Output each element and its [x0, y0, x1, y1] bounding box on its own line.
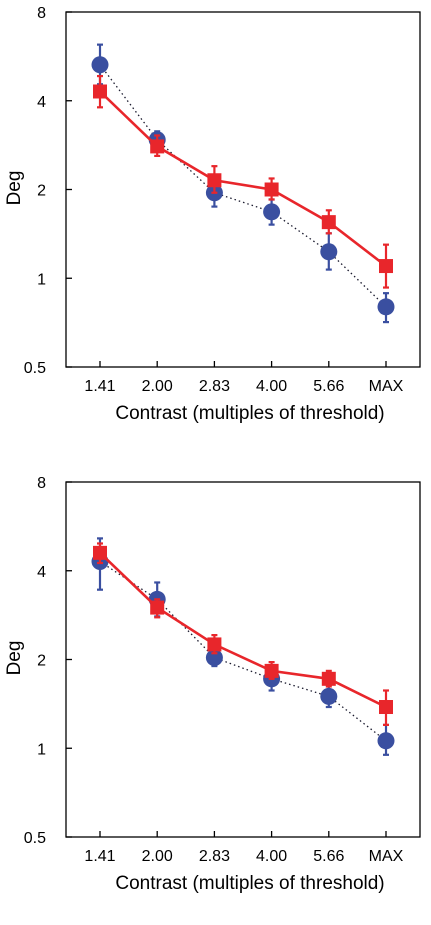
- x-tick-label: 1.41: [84, 848, 115, 865]
- y-axis-label: Deg: [4, 171, 25, 206]
- data-point-circle: [377, 732, 395, 750]
- x-tick-label: 5.66: [313, 378, 344, 395]
- data-point-circle: [91, 56, 109, 74]
- series-line: [99, 64, 387, 308]
- data-point-circle: [320, 243, 338, 261]
- data-point-circle: [263, 203, 281, 221]
- x-tick-label: 2.83: [199, 848, 230, 865]
- plot-frame: [65, 481, 421, 838]
- data-point-square: [150, 139, 165, 154]
- x-tick-label: MAX: [369, 848, 404, 865]
- x-tick-label: 4.00: [256, 848, 287, 865]
- x-tick-label: 2.00: [142, 848, 173, 865]
- data-point-square: [93, 545, 107, 560]
- y-tick-label: 0.5: [24, 360, 46, 377]
- x-axis-label: Contrast (multiples of threshold): [115, 403, 384, 424]
- plot-frame: [65, 11, 421, 368]
- y-tick-label: 8: [37, 475, 46, 492]
- data-point-square: [321, 215, 336, 230]
- series-line: [99, 560, 387, 742]
- series-line: [99, 551, 387, 709]
- series-square: [93, 542, 393, 727]
- chart-top-svg: 0.5 1 2 4 8 1.41 2.00 2.83 4.00 5.66 MAX Deg Contr…: [4, 5, 421, 424]
- x-axis-label: Contrast (multiples of threshold): [115, 873, 384, 894]
- data-point-square: [321, 671, 336, 686]
- data-point-circle: [377, 298, 395, 316]
- data-point-square: [264, 182, 279, 197]
- data-point-square: [207, 637, 222, 652]
- chart-panel-top: 0.5 1 2 4 8 1.41 2.00 2.83 4.00 5.66 MAX Deg Contr…: [0, 0, 431, 450]
- x-tick-label: 2.83: [199, 378, 230, 395]
- data-point-square: [264, 663, 279, 678]
- data-point-square: [379, 700, 393, 715]
- series-circle: [91, 43, 395, 324]
- data-point-circle: [205, 649, 223, 667]
- y-tick-label: 0.5: [24, 830, 46, 847]
- data-point-square: [379, 259, 393, 274]
- series-circle: [91, 537, 395, 756]
- y-tick-label: 1: [37, 741, 46, 758]
- chart-bottom-svg: 0.5 1 2 4 8 1.41 2.00 2.83 4.00 5.66 MAX Deg Contr…: [4, 475, 421, 894]
- y-tick-label: 4: [37, 564, 46, 581]
- data-point-square: [93, 84, 107, 99]
- data-point-circle: [320, 687, 338, 705]
- y-tick-label: 4: [37, 94, 46, 111]
- y-tick-label: 1: [37, 271, 46, 288]
- y-tick-label: 8: [37, 5, 46, 22]
- x-tick-label: 2.00: [142, 378, 173, 395]
- y-tick-label: 2: [37, 183, 46, 200]
- series-line: [99, 90, 387, 268]
- x-tick-label: 4.00: [256, 378, 287, 395]
- x-tick-label: MAX: [369, 378, 404, 395]
- chart-panel-bottom: 0.5 1 2 4 8 1.41 2.00 2.83 4.00 5.66 MAX Deg Contr…: [0, 470, 431, 920]
- series-square: [93, 74, 393, 289]
- y-tick-label: 2: [37, 653, 46, 670]
- y-axis-label: Deg: [4, 641, 25, 676]
- data-point-square: [150, 600, 165, 615]
- data-point-square: [207, 173, 222, 188]
- x-tick-label: 5.66: [313, 848, 344, 865]
- x-tick-label: 1.41: [84, 378, 115, 395]
